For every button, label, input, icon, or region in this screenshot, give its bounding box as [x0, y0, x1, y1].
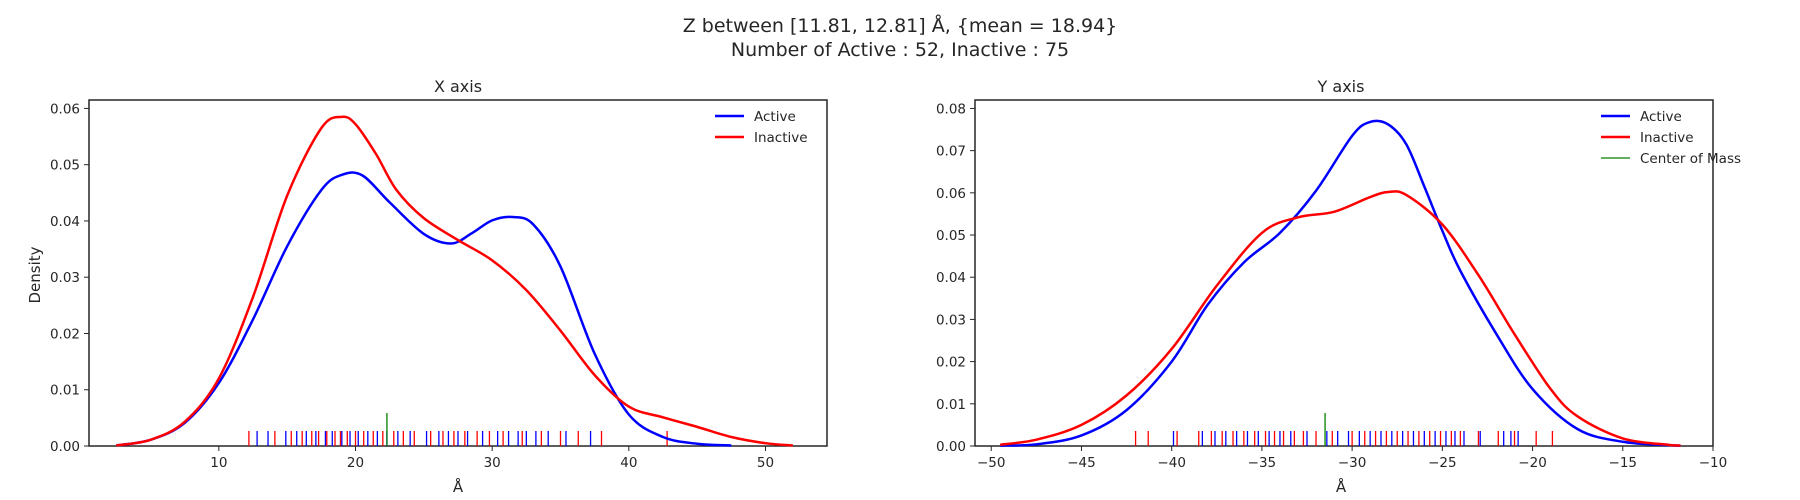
plot-frame-x — [88, 99, 828, 447]
y-tick-label: 0.05 — [50, 158, 80, 174]
y-tick-label: 0.08 — [936, 101, 966, 117]
density-curve-inactive — [116, 115, 793, 447]
x-tick-label: −15 — [1609, 455, 1638, 471]
x-tick-label: 50 — [757, 455, 774, 471]
density-curve-active — [116, 171, 732, 447]
y-tick-label: 0.03 — [50, 270, 80, 286]
x-tick-label: −45 — [1067, 455, 1096, 471]
x-tick-label: −10 — [1699, 455, 1728, 471]
legend-label-active: Active — [754, 109, 796, 125]
y-tick-label: 0.00 — [936, 439, 966, 455]
y-tick-label: 0.02 — [50, 326, 80, 342]
y-tick-label: 0.05 — [936, 228, 966, 244]
chart-y-title: Y axis — [1317, 77, 1365, 96]
y-tick-label: 0.04 — [50, 214, 80, 230]
y-tick-label: 0.07 — [936, 144, 966, 160]
density-curve-active — [1000, 119, 1681, 447]
legend-label-active: Active — [1640, 109, 1682, 125]
chart-x-title: X axis — [434, 77, 482, 96]
y-tick-label: 0.01 — [50, 383, 80, 399]
chart-y-axis: Y axis Å −50 −45 −40 −35 −30 −25 −20 −15 −10 0.00… — [936, 77, 1741, 496]
figure-title-line1: Z between [11.81, 12.81] Å, {mean = 18.9… — [683, 14, 1118, 37]
x-tick-label: −50 — [977, 455, 1006, 471]
plot-frame-y — [974, 99, 1714, 447]
figure-title-line2: Number of Active : 52, Inactive : 75 — [731, 39, 1069, 61]
x-tick-label: −20 — [1518, 455, 1547, 471]
legend-label-inactive: Inactive — [754, 130, 808, 146]
x-tick-label: −25 — [1428, 455, 1457, 471]
x-tick-label: 40 — [620, 455, 637, 471]
chart-x-xlabel: Å — [453, 477, 464, 496]
legend-label-inactive: Inactive — [1640, 130, 1694, 146]
y-tick-label: 0.01 — [936, 397, 966, 413]
chart-y-xlabel: Å — [1336, 477, 1347, 496]
y-tick-label: 0.06 — [50, 101, 80, 117]
x-tick-label: 10 — [210, 455, 227, 471]
x-tick-label: 30 — [484, 455, 501, 471]
x-tick-label: 20 — [347, 455, 364, 471]
legend-label-center-of-mass: Center of Mass — [1640, 151, 1741, 167]
y-tick-label: 0.02 — [936, 355, 966, 371]
x-tick-label: −30 — [1338, 455, 1367, 471]
x-tick-label: −35 — [1248, 455, 1277, 471]
y-tick-label: 0.03 — [936, 312, 966, 328]
x-tick-label: −40 — [1157, 455, 1186, 471]
y-tick-label: 0.06 — [936, 186, 966, 202]
y-tick-label: 0.00 — [50, 439, 80, 455]
chart-x-axis: X axis Å Density 10 20 30 40 50 0.00 0.01 0.02 0… — [26, 77, 828, 496]
chart-x-ylabel: Density — [26, 246, 44, 303]
y-tick-label: 0.04 — [936, 270, 966, 286]
density-curve-inactive — [1000, 190, 1681, 447]
